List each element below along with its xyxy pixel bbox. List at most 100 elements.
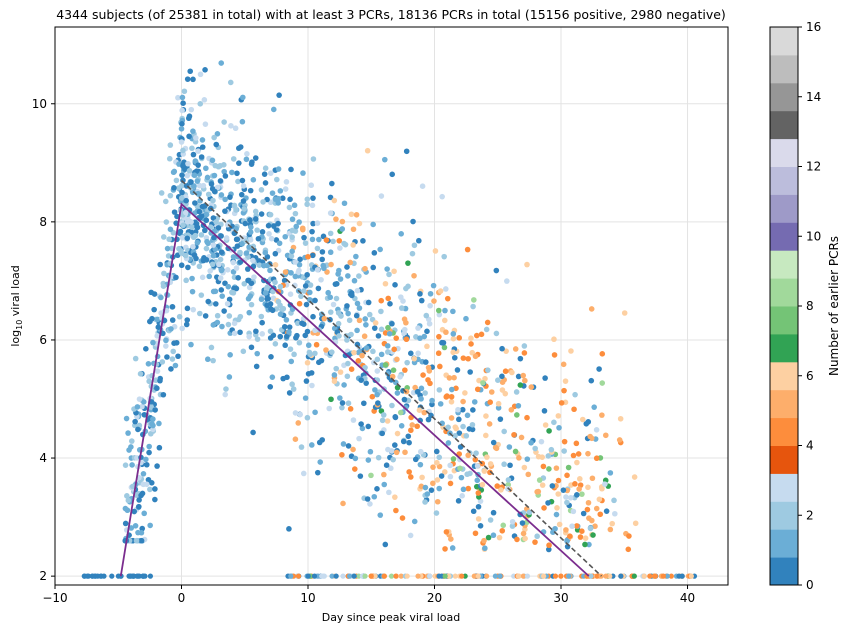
data-point	[345, 360, 351, 367]
data-point	[353, 211, 360, 218]
data-point	[356, 220, 363, 227]
data-point	[385, 446, 391, 453]
data-point	[481, 468, 488, 474]
data-point	[202, 227, 208, 234]
data-point	[258, 187, 265, 193]
data-point	[521, 343, 528, 349]
dashed-trend-line	[180, 179, 603, 577]
data-point	[465, 485, 472, 492]
data-point	[460, 398, 466, 405]
data-point	[504, 278, 510, 284]
data-point	[208, 181, 215, 187]
data-point	[160, 391, 167, 398]
data-point	[85, 573, 92, 579]
data-point	[132, 355, 139, 362]
data-point	[223, 386, 229, 392]
data-point	[265, 222, 272, 229]
data-point	[497, 416, 504, 422]
data-point	[167, 142, 174, 148]
data-point	[339, 400, 346, 406]
data-point	[205, 298, 212, 305]
data-point	[185, 264, 191, 271]
data-point	[450, 456, 457, 462]
data-point	[602, 432, 609, 439]
colorbar-segment	[770, 194, 798, 223]
colorbar-segment	[770, 278, 798, 307]
data-point	[248, 224, 254, 230]
data-point	[150, 339, 156, 346]
data-point	[451, 354, 458, 361]
data-point	[465, 355, 471, 362]
data-point	[262, 249, 269, 256]
data-point	[143, 461, 150, 468]
data-point	[371, 325, 378, 331]
data-point	[303, 378, 310, 384]
data-point	[415, 573, 421, 579]
data-point	[519, 520, 526, 526]
data-point	[150, 416, 156, 422]
data-point	[538, 438, 545, 445]
data-point	[567, 495, 574, 501]
data-point	[159, 359, 166, 365]
colorbar-segment	[770, 82, 798, 112]
data-point	[335, 320, 342, 327]
data-point	[223, 235, 230, 241]
data-point	[129, 462, 135, 468]
data-point	[242, 220, 249, 227]
data-point	[435, 307, 442, 314]
data-point	[179, 121, 185, 127]
data-point	[585, 450, 591, 457]
data-point	[189, 224, 195, 231]
data-point	[124, 493, 130, 499]
data-point	[282, 269, 289, 275]
data-point	[134, 404, 141, 410]
data-point	[524, 414, 530, 421]
data-point	[149, 315, 155, 322]
data-point	[282, 342, 289, 349]
data-point	[388, 465, 394, 472]
data-point	[441, 469, 448, 475]
data-point	[439, 339, 445, 346]
data-point	[468, 335, 474, 342]
data-point	[323, 347, 329, 353]
data-point	[364, 147, 371, 154]
data-point	[222, 208, 228, 214]
data-point	[460, 486, 467, 493]
data-point	[141, 510, 148, 517]
data-point	[261, 262, 267, 269]
data-point	[542, 422, 549, 428]
data-point	[573, 523, 580, 529]
data-point	[309, 252, 316, 259]
data-point	[190, 128, 196, 134]
data-point	[211, 234, 217, 241]
data-point	[251, 197, 257, 204]
data-point	[381, 156, 388, 163]
data-point	[140, 573, 146, 579]
data-point	[423, 359, 429, 365]
data-point	[617, 415, 624, 422]
data-point	[207, 268, 213, 274]
data-point	[478, 331, 485, 338]
data-point	[247, 229, 254, 235]
y-tick-label: 2	[39, 569, 47, 583]
data-point	[345, 310, 351, 317]
data-point	[503, 348, 509, 354]
data-point	[388, 573, 395, 579]
data-point	[383, 462, 390, 469]
data-point	[548, 446, 555, 453]
colorbar-segment	[770, 222, 798, 251]
data-point	[451, 374, 457, 381]
data-point	[122, 505, 129, 512]
data-point	[374, 368, 381, 374]
data-point	[422, 484, 429, 491]
colorbar-label: Number of earlier PCRs	[827, 236, 841, 376]
data-point	[402, 449, 408, 456]
data-point	[160, 283, 167, 289]
colorbar-segment	[770, 529, 798, 558]
data-point	[195, 162, 201, 168]
data-point	[551, 336, 557, 343]
data-point	[418, 396, 424, 402]
data-point	[401, 396, 408, 403]
data-point	[179, 94, 186, 101]
